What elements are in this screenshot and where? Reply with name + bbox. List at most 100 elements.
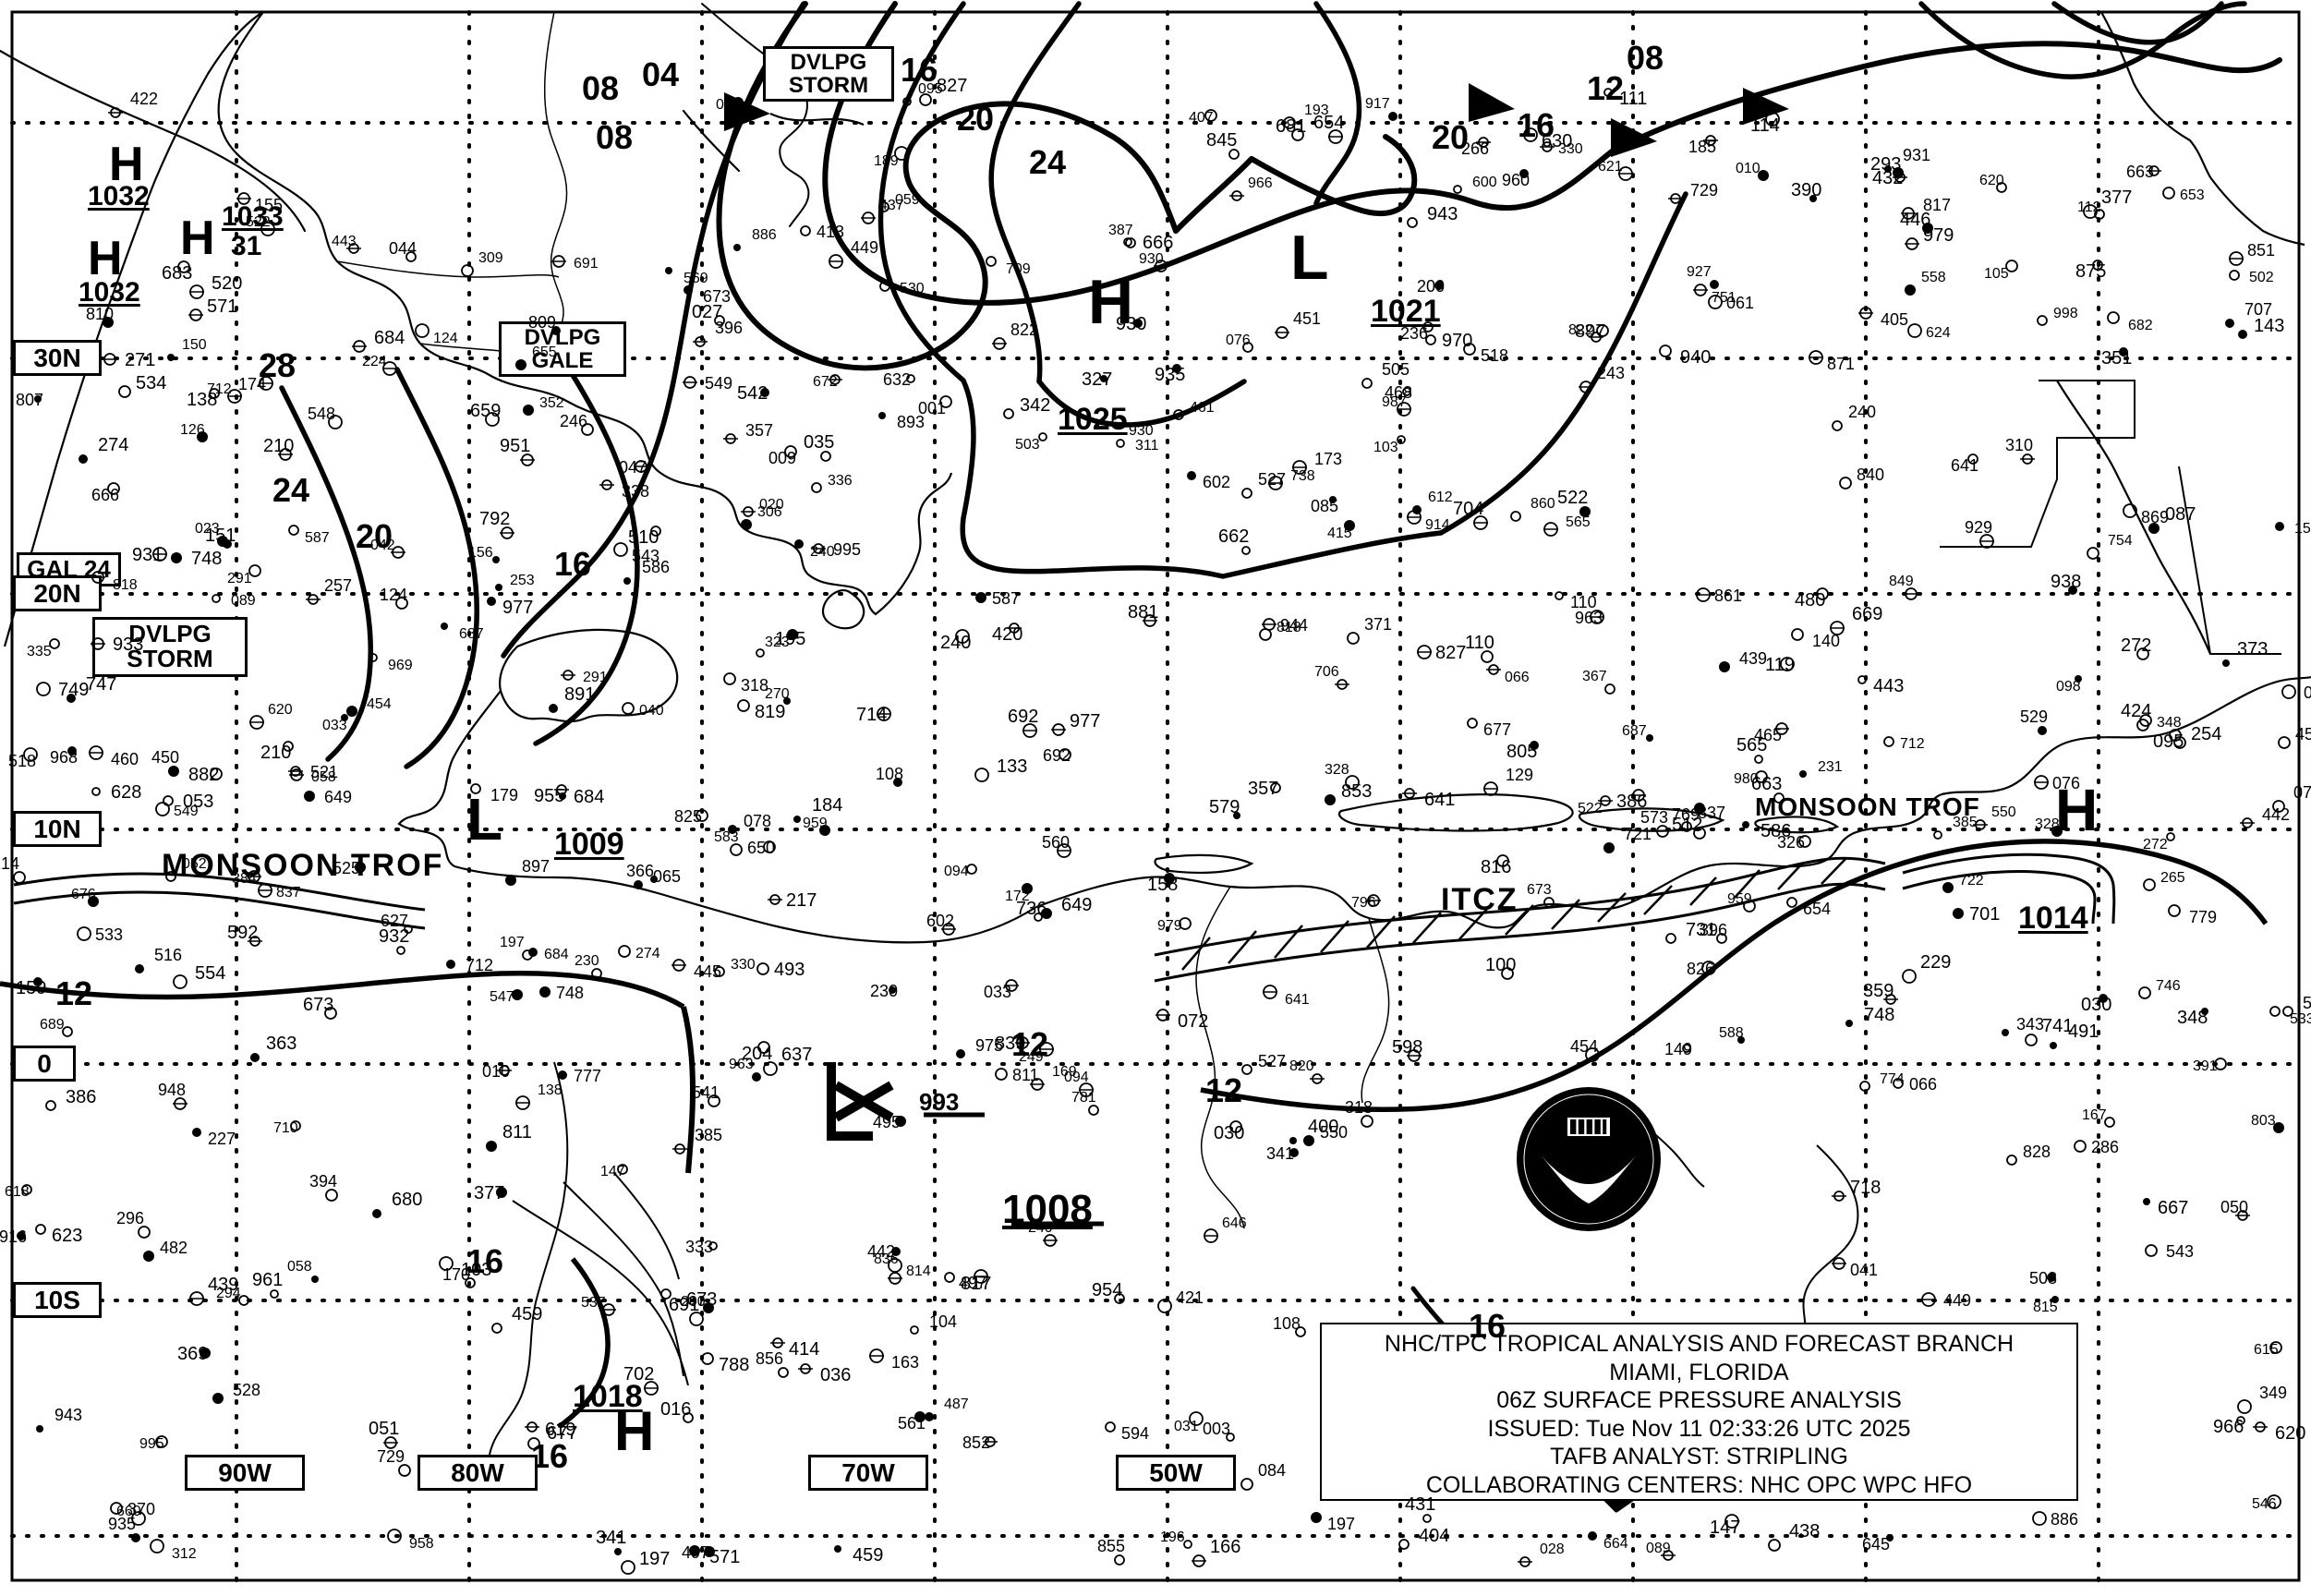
svg-text:150: 150 — [182, 337, 207, 353]
svg-text:543: 543 — [2166, 1242, 2194, 1261]
svg-text:689: 689 — [40, 1017, 65, 1033]
svg-text:366: 366 — [626, 862, 654, 880]
svg-text:712: 712 — [1900, 736, 1925, 752]
svg-text:028: 028 — [1540, 1542, 1565, 1557]
svg-text:031: 031 — [1174, 1419, 1199, 1434]
svg-text:537: 537 — [581, 1295, 606, 1311]
svg-text:851: 851 — [2247, 241, 2275, 260]
svg-text:944: 944 — [1280, 616, 1308, 635]
svg-text:684: 684 — [544, 947, 569, 962]
svg-text:565: 565 — [1566, 514, 1591, 530]
svg-text:274: 274 — [635, 946, 660, 961]
svg-text:955: 955 — [534, 786, 564, 806]
svg-text:587: 587 — [305, 530, 330, 546]
svg-text:158: 158 — [1147, 875, 1178, 895]
svg-text:140: 140 — [1812, 632, 1840, 650]
svg-text:310: 310 — [2005, 436, 2033, 454]
svg-text:318: 318 — [741, 676, 768, 695]
svg-text:840: 840 — [1857, 466, 1884, 484]
svg-text:602: 602 — [1203, 473, 1230, 491]
svg-text:422: 422 — [130, 90, 158, 108]
svg-text:272: 272 — [2143, 837, 2168, 852]
svg-text:676: 676 — [71, 887, 96, 902]
svg-text:815: 815 — [2033, 1300, 2058, 1315]
svg-text:803: 803 — [2251, 1113, 2276, 1129]
svg-text:677: 677 — [1483, 720, 1511, 739]
svg-text:094: 094 — [1064, 1070, 1089, 1085]
svg-text:009: 009 — [768, 449, 796, 467]
svg-text:143: 143 — [2254, 316, 2284, 336]
svg-text:959: 959 — [1727, 891, 1752, 907]
svg-text:373: 373 — [2237, 639, 2268, 659]
svg-text:369: 369 — [177, 1344, 208, 1364]
svg-text:963: 963 — [729, 1057, 754, 1072]
svg-text:632: 632 — [883, 370, 911, 389]
svg-text:451: 451 — [1293, 309, 1321, 328]
svg-text:561: 561 — [898, 1414, 926, 1433]
svg-text:020: 020 — [759, 497, 784, 513]
svg-text:246: 246 — [560, 412, 587, 430]
svg-text:930: 930 — [1116, 314, 1146, 334]
svg-text:712: 712 — [466, 956, 493, 974]
svg-text:809: 809 — [528, 313, 556, 332]
svg-text:998: 998 — [2053, 306, 2078, 321]
svg-text:047: 047 — [619, 458, 647, 477]
svg-text:044: 044 — [389, 239, 417, 258]
svg-text:807: 807 — [16, 391, 43, 409]
svg-text:291: 291 — [583, 670, 608, 685]
svg-text:243: 243 — [1597, 364, 1625, 382]
svg-text:533: 533 — [95, 925, 123, 944]
svg-text:655: 655 — [532, 345, 557, 360]
svg-text:746: 746 — [2156, 978, 2181, 994]
svg-text:257: 257 — [324, 576, 352, 595]
svg-text:977: 977 — [1070, 711, 1100, 732]
svg-text:522: 522 — [1578, 801, 1603, 816]
svg-text:666: 666 — [91, 486, 119, 504]
svg-text:927: 927 — [1687, 264, 1712, 280]
svg-text:502: 502 — [2249, 270, 2274, 285]
svg-text:666: 666 — [1143, 233, 1173, 253]
svg-text:065: 065 — [653, 867, 681, 886]
svg-text:663: 663 — [1751, 774, 1782, 794]
svg-text:554: 554 — [195, 963, 225, 984]
svg-text:931: 931 — [1903, 146, 1930, 164]
svg-text:935: 935 — [108, 1515, 136, 1533]
svg-text:891: 891 — [564, 684, 595, 705]
svg-text:377: 377 — [2101, 187, 2132, 208]
svg-text:016: 016 — [660, 1399, 691, 1420]
svg-text:995: 995 — [833, 540, 861, 559]
svg-text:357: 357 — [745, 421, 773, 440]
svg-text:407: 407 — [1189, 110, 1214, 126]
svg-text:455: 455 — [2295, 725, 2311, 744]
svg-text:522: 522 — [246, 214, 271, 230]
svg-text:385: 385 — [1953, 815, 1978, 830]
svg-text:594: 594 — [1121, 1424, 1149, 1443]
svg-text:548: 548 — [308, 405, 335, 423]
svg-text:654: 654 — [1313, 113, 1344, 133]
svg-text:722: 722 — [1959, 873, 1984, 889]
svg-text:505: 505 — [1382, 360, 1410, 379]
svg-text:147: 147 — [600, 1164, 625, 1179]
svg-text:033: 033 — [984, 983, 1011, 1001]
svg-text:520: 520 — [212, 273, 242, 294]
svg-text:343: 343 — [2016, 1015, 2044, 1034]
svg-text:493: 493 — [774, 960, 805, 980]
svg-text:424: 424 — [2121, 701, 2151, 721]
svg-text:811: 811 — [1012, 1066, 1039, 1084]
svg-text:748: 748 — [556, 984, 584, 1002]
svg-text:935: 935 — [1155, 365, 1185, 385]
svg-text:384: 384 — [232, 871, 257, 887]
svg-text:111: 111 — [1619, 89, 1647, 109]
svg-text:108: 108 — [1273, 1314, 1301, 1333]
svg-text:684: 684 — [374, 328, 405, 348]
svg-text:975: 975 — [975, 1036, 1003, 1055]
svg-text:338: 338 — [622, 482, 649, 501]
svg-text:518: 518 — [8, 752, 36, 770]
svg-text:738: 738 — [1290, 468, 1315, 484]
svg-text:442: 442 — [867, 1242, 895, 1261]
svg-text:856: 856 — [756, 1349, 783, 1368]
svg-text:598: 598 — [1392, 1037, 1422, 1058]
svg-text:442: 442 — [2262, 805, 2290, 824]
svg-text:618: 618 — [5, 1184, 30, 1200]
svg-text:940: 940 — [1680, 347, 1711, 368]
